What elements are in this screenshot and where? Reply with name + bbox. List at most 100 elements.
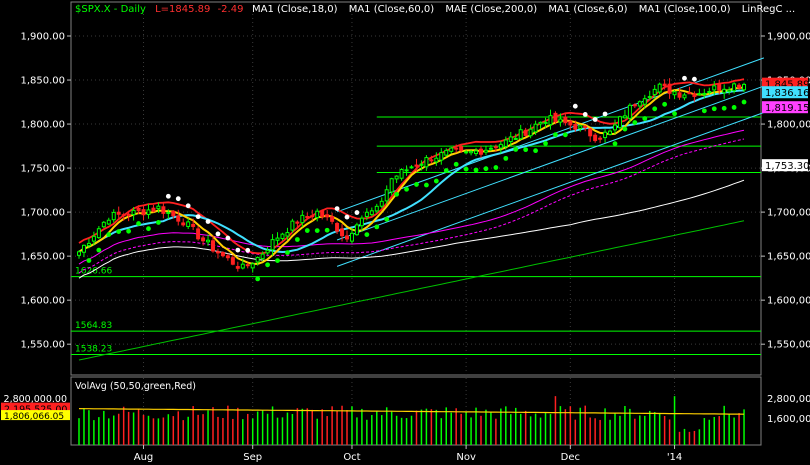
candle-body [260, 253, 265, 260]
month-label: '14 [667, 452, 682, 463]
volume-tick-label-left: 2,800,000.00 [4, 394, 67, 405]
candle-body [637, 101, 642, 107]
candle-body [77, 251, 81, 256]
candle-body [498, 143, 503, 149]
header-indicator-2: MA1 (Close,60,0) [349, 4, 435, 15]
svg-text:$SPX.X - Daily L=1845.89: $SPX.X - Daily L=1845.89 -2.49 [75, 4, 243, 15]
candle-body [474, 150, 479, 155]
sar-dot [314, 228, 320, 234]
candle-body [677, 92, 682, 98]
sar-dot [553, 132, 558, 138]
candle-body [374, 205, 379, 212]
sar-dot [543, 141, 548, 146]
ma6-line [78, 86, 745, 265]
candle-body [568, 120, 573, 126]
candle-body [469, 150, 474, 154]
candle-body [523, 129, 528, 136]
candle-body [196, 228, 201, 240]
price-tag-label: 1,845.89 [765, 80, 810, 91]
sar-dot [195, 214, 201, 220]
sar-dot [116, 229, 122, 234]
candle-body [126, 213, 131, 216]
sar-dot [354, 210, 360, 215]
volume-avg2-tag-label: 1,806,066.05 [4, 412, 64, 422]
candle-body [538, 121, 543, 125]
candle-body [657, 83, 662, 93]
candle-body [215, 251, 220, 254]
volume-average-line [78, 408, 745, 415]
price-tag-label: 1,836.16 [765, 88, 810, 99]
candle-body [434, 157, 439, 163]
candle-body [652, 88, 657, 96]
candle-body [667, 83, 672, 94]
candle-body [106, 219, 111, 225]
header-symbol: $SPX.X - Daily [75, 4, 146, 15]
candle-body [727, 89, 732, 92]
support-label: 1564.83 [75, 321, 112, 331]
sar-dot [106, 232, 112, 237]
candle-body [295, 221, 300, 224]
candle-body [255, 256, 260, 263]
candle-body [245, 264, 250, 267]
sar-dot [493, 165, 499, 170]
sar-dot [592, 117, 598, 122]
sar-dot [96, 247, 102, 253]
candle-body [563, 116, 568, 124]
price-tick-label-right: 1,600,00 [767, 296, 810, 307]
ma18-line [78, 89, 745, 254]
candle-body [603, 131, 608, 139]
candle-body [558, 118, 563, 123]
candle-body [315, 210, 320, 219]
price-tag-label: 1,753.30 [765, 161, 810, 172]
candle-body [598, 137, 603, 140]
month-label: Nov [456, 452, 476, 463]
candle-body [493, 146, 498, 149]
candle-body [483, 149, 488, 153]
sar-dot [463, 166, 469, 172]
candle-body [211, 240, 215, 252]
candle-body [181, 222, 186, 226]
sar-dots-layer [86, 75, 747, 282]
ma100-line [78, 179, 745, 279]
sar-dot [136, 221, 141, 226]
sar-dot [235, 247, 241, 253]
sar-dot [324, 227, 330, 233]
price-tag [762, 86, 808, 99]
sar-dot [275, 258, 280, 264]
candle-body [593, 134, 598, 142]
candle-body [280, 233, 285, 240]
candle-body [394, 175, 399, 180]
candle-body [335, 223, 340, 232]
price-tag-label: 1,819.15 [765, 103, 810, 114]
candle-body [141, 209, 146, 216]
sar-dot [304, 228, 310, 233]
price-tick-label-right: 1,550,00 [767, 340, 810, 351]
candle-body [682, 94, 687, 99]
sar-dot [433, 178, 439, 184]
candle-body [627, 104, 632, 119]
sar-dot [374, 224, 380, 230]
sar-dot [572, 103, 578, 109]
candle-body [156, 205, 161, 210]
month-label: Dec [561, 452, 580, 463]
candle-body [300, 214, 305, 224]
price-tick-label-left: 1,900.00 [20, 32, 65, 43]
candle-body [613, 124, 617, 131]
candle-body [379, 200, 384, 207]
sar-dot [523, 147, 529, 153]
candle-body [265, 249, 270, 254]
month-label: Oct [343, 452, 360, 463]
header-indicator-3: MAE (Close,200,0) [445, 4, 537, 15]
candle-body [325, 214, 330, 218]
sar-dot [126, 228, 132, 234]
sar-dot [165, 193, 171, 199]
candle-body [712, 85, 717, 91]
candle-body [191, 223, 196, 227]
sar-dot [692, 76, 697, 82]
candle-body [687, 92, 692, 95]
candle-body [642, 98, 647, 105]
candle-body [578, 125, 583, 129]
axes-layer: 1,550.00 1,550,00 1,600.00 1,600,00 1,650.00… [1, 32, 810, 463]
sar-dot [632, 120, 638, 125]
